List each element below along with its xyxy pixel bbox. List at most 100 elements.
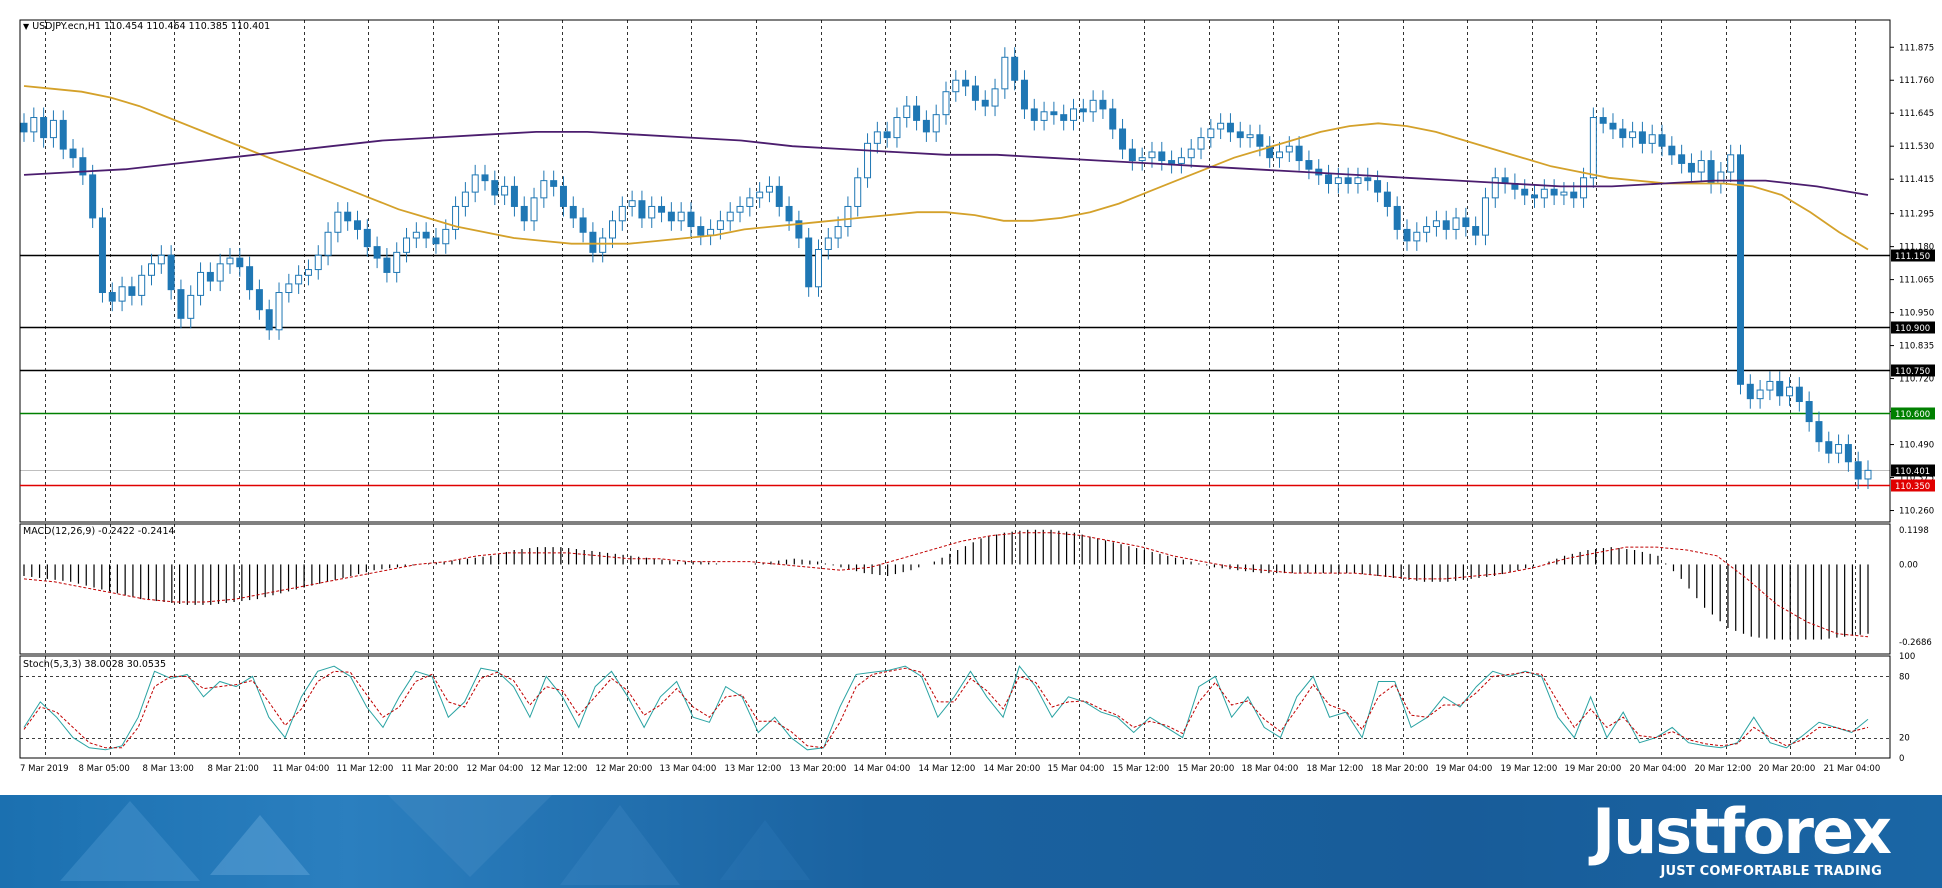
candle-body xyxy=(1197,137,1205,150)
collapse-triangle-icon[interactable]: ▼ xyxy=(23,22,30,31)
x-tick-label: 11 Mar 12:00 xyxy=(337,764,394,774)
candle-body xyxy=(1540,188,1548,199)
candle-body xyxy=(1334,177,1342,185)
candle-body xyxy=(1815,421,1823,443)
candle-body xyxy=(1187,148,1195,159)
candle-body xyxy=(461,191,469,207)
candle-body xyxy=(108,292,116,302)
candle-body xyxy=(756,191,764,199)
candle-body xyxy=(589,231,597,253)
x-tick-label: 19 Mar 12:00 xyxy=(1501,764,1558,774)
candle-body xyxy=(913,105,921,121)
candle-body xyxy=(658,205,666,213)
candle-body xyxy=(491,180,499,196)
symbol-line: USDJPY.ecn,H1 110.454 110.464 110.385 11… xyxy=(32,21,271,32)
candle-body xyxy=(393,251,401,273)
candle-body xyxy=(991,88,999,107)
candle-body xyxy=(187,294,195,319)
x-tick-label: 11 Mar 04:00 xyxy=(273,764,330,774)
x-tick-label: 12 Mar 20:00 xyxy=(596,764,653,774)
candle-body xyxy=(1374,180,1382,193)
banner-decoration xyxy=(60,801,200,881)
y-tick-label: 111.065 xyxy=(1899,276,1934,286)
x-tick-label: 15 Mar 12:00 xyxy=(1113,764,1170,774)
candle-body xyxy=(1854,461,1862,480)
candle-body xyxy=(275,292,283,331)
candle-body xyxy=(1413,231,1421,242)
candle-body xyxy=(501,185,509,196)
candle-body xyxy=(903,105,911,119)
banner-background xyxy=(0,795,1942,888)
candle-body xyxy=(40,117,48,139)
x-tick-label: 20 Mar 04:00 xyxy=(1630,764,1687,774)
y-tick-label: 110.835 xyxy=(1899,342,1934,352)
candle-body xyxy=(530,197,538,222)
candle-body xyxy=(353,220,361,230)
y-tick-label: 111.530 xyxy=(1899,142,1934,152)
candle-body xyxy=(844,205,852,228)
candle-body xyxy=(1776,380,1784,397)
candle-body xyxy=(981,99,989,107)
pane-frame-3 xyxy=(19,655,1891,759)
candle-body xyxy=(255,289,263,311)
candle-body xyxy=(344,211,352,222)
candle-body xyxy=(1217,122,1225,130)
candle-body xyxy=(1325,174,1333,185)
candle-body xyxy=(1354,177,1362,185)
candle-body xyxy=(1462,217,1470,228)
price-pane-title: ▼ USDJPY.ecn,H1 110.454 110.464 110.385 … xyxy=(23,21,270,32)
macd-pane-title: MACD(12,26,9) -0.2422 -0.2414 xyxy=(23,526,175,537)
candle-body xyxy=(510,185,518,207)
candle-body xyxy=(785,205,793,222)
level-tag-label: 110.750 xyxy=(1895,367,1930,377)
candle-body xyxy=(1138,157,1146,162)
candle-body xyxy=(1236,131,1244,139)
banner-decoration xyxy=(380,795,560,877)
candle-body xyxy=(726,211,734,222)
level-tag-box xyxy=(1891,407,1935,420)
banner-decoration xyxy=(560,805,680,885)
candle-body xyxy=(1423,226,1431,233)
ma-slow-line xyxy=(23,130,1869,196)
candle-body xyxy=(864,142,872,179)
candle-body xyxy=(1393,205,1401,230)
candle-body xyxy=(334,211,342,233)
candle-body xyxy=(1805,401,1813,423)
chart-svg: 7 Mar 2019 8 Mar 05:00 8 Mar 13:00 8 Mar 21… xyxy=(19,19,1935,774)
candle-body xyxy=(687,211,695,228)
candle-body xyxy=(246,266,254,291)
macd-y-tick-label: 0.1198 xyxy=(1899,526,1929,536)
x-tick-label: 13 Mar 20:00 xyxy=(790,764,847,774)
candle-body xyxy=(559,185,567,207)
candle-body xyxy=(1521,188,1529,196)
candle-body xyxy=(893,117,901,139)
candle-body xyxy=(1717,171,1725,185)
pane-frame-2 xyxy=(19,523,1891,655)
candle-body xyxy=(1727,154,1735,173)
candle-body xyxy=(432,237,440,245)
candle-body xyxy=(736,205,744,213)
candle-body xyxy=(1119,128,1127,150)
candle-body xyxy=(1256,134,1264,147)
x-tick-label: 18 Mar 12:00 xyxy=(1307,764,1364,774)
candle-body xyxy=(1756,389,1764,400)
candle-body xyxy=(206,271,214,282)
candle-body xyxy=(304,269,312,276)
stoch-signal-line xyxy=(23,667,1869,749)
candle-body xyxy=(1442,220,1450,230)
candle-body xyxy=(216,263,224,282)
candle-body xyxy=(638,200,646,219)
x-tick-label: 15 Mar 04:00 xyxy=(1048,764,1105,774)
candle-body xyxy=(1795,386,1803,403)
candle-body xyxy=(1678,154,1686,164)
candle-body xyxy=(1550,188,1558,196)
x-tick-label: 19 Mar 20:00 xyxy=(1565,764,1622,774)
candle-body xyxy=(1020,79,1028,110)
x-tick-label: 14 Mar 12:00 xyxy=(919,764,976,774)
y-tick-label: 111.645 xyxy=(1899,109,1934,119)
candle-body xyxy=(324,231,332,256)
candle-body xyxy=(471,174,479,193)
candle-body xyxy=(854,177,862,207)
candle-body xyxy=(765,185,773,193)
candle-body xyxy=(540,180,548,199)
